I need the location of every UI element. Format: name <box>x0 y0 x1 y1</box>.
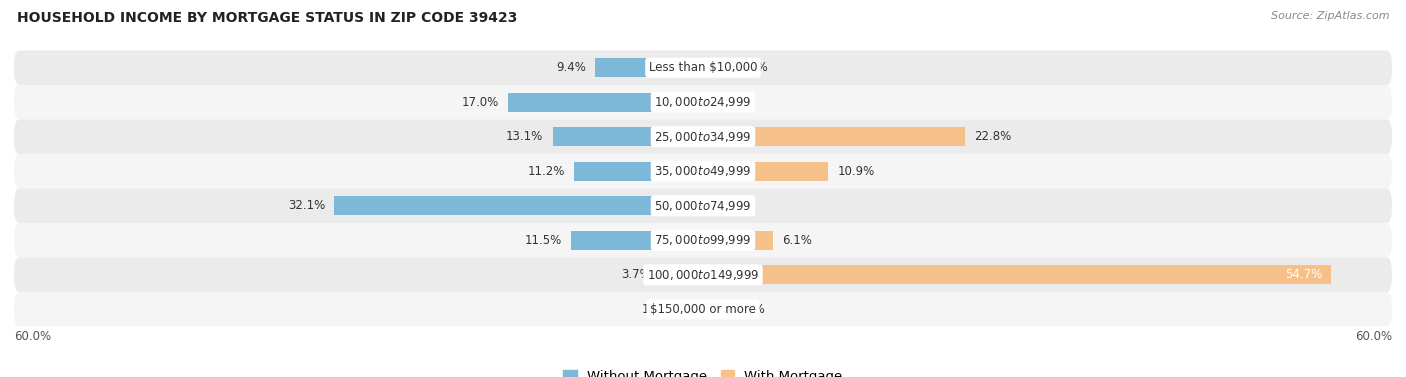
Text: HOUSEHOLD INCOME BY MORTGAGE STATUS IN ZIP CODE 39423: HOUSEHOLD INCOME BY MORTGAGE STATUS IN Z… <box>17 11 517 25</box>
FancyBboxPatch shape <box>14 292 1392 326</box>
Text: 6.1%: 6.1% <box>782 234 813 247</box>
Text: $25,000 to $34,999: $25,000 to $34,999 <box>654 130 752 144</box>
Bar <box>661 265 703 284</box>
Text: 11.5%: 11.5% <box>524 234 562 247</box>
Text: 22.8%: 22.8% <box>974 130 1011 143</box>
Text: $50,000 to $74,999: $50,000 to $74,999 <box>654 199 752 213</box>
Bar <box>703 265 1331 284</box>
FancyBboxPatch shape <box>14 120 1392 154</box>
Text: $100,000 to $149,999: $100,000 to $149,999 <box>647 268 759 282</box>
Text: 60.0%: 60.0% <box>1355 330 1392 343</box>
Text: 2.0%: 2.0% <box>735 303 765 316</box>
Bar <box>595 58 703 77</box>
FancyBboxPatch shape <box>14 223 1392 257</box>
FancyBboxPatch shape <box>14 188 1392 223</box>
Text: 9.4%: 9.4% <box>555 61 586 74</box>
Text: $35,000 to $49,999: $35,000 to $49,999 <box>654 164 752 178</box>
Text: 10.9%: 10.9% <box>838 165 875 178</box>
FancyBboxPatch shape <box>14 154 1392 188</box>
Text: $150,000 or more: $150,000 or more <box>650 303 756 316</box>
Text: 60.0%: 60.0% <box>14 330 51 343</box>
Bar <box>703 58 730 77</box>
Bar <box>553 127 703 146</box>
Text: 3.7%: 3.7% <box>621 268 651 281</box>
Bar <box>575 162 703 181</box>
Text: 17.0%: 17.0% <box>461 96 499 109</box>
Text: Less than $10,000: Less than $10,000 <box>648 61 758 74</box>
FancyBboxPatch shape <box>14 85 1392 120</box>
Text: 1.9%: 1.9% <box>643 303 672 316</box>
Bar <box>703 300 725 319</box>
Text: $75,000 to $99,999: $75,000 to $99,999 <box>654 233 752 247</box>
Text: 0.25%: 0.25% <box>716 199 752 212</box>
Text: 54.7%: 54.7% <box>1285 268 1322 281</box>
Bar <box>703 196 706 215</box>
Bar <box>508 93 703 112</box>
Bar <box>703 127 965 146</box>
FancyBboxPatch shape <box>14 51 1392 85</box>
Bar <box>703 162 828 181</box>
Bar <box>571 231 703 250</box>
Bar <box>335 196 703 215</box>
Bar <box>703 231 773 250</box>
Text: $10,000 to $24,999: $10,000 to $24,999 <box>654 95 752 109</box>
FancyBboxPatch shape <box>14 257 1392 292</box>
Text: 11.2%: 11.2% <box>527 165 565 178</box>
Text: Source: ZipAtlas.com: Source: ZipAtlas.com <box>1271 11 1389 21</box>
Bar <box>681 300 703 319</box>
Text: 2.3%: 2.3% <box>738 61 768 74</box>
Text: 13.1%: 13.1% <box>506 130 543 143</box>
Legend: Without Mortgage, With Mortgage: Without Mortgage, With Mortgage <box>558 365 848 377</box>
Text: 32.1%: 32.1% <box>288 199 325 212</box>
